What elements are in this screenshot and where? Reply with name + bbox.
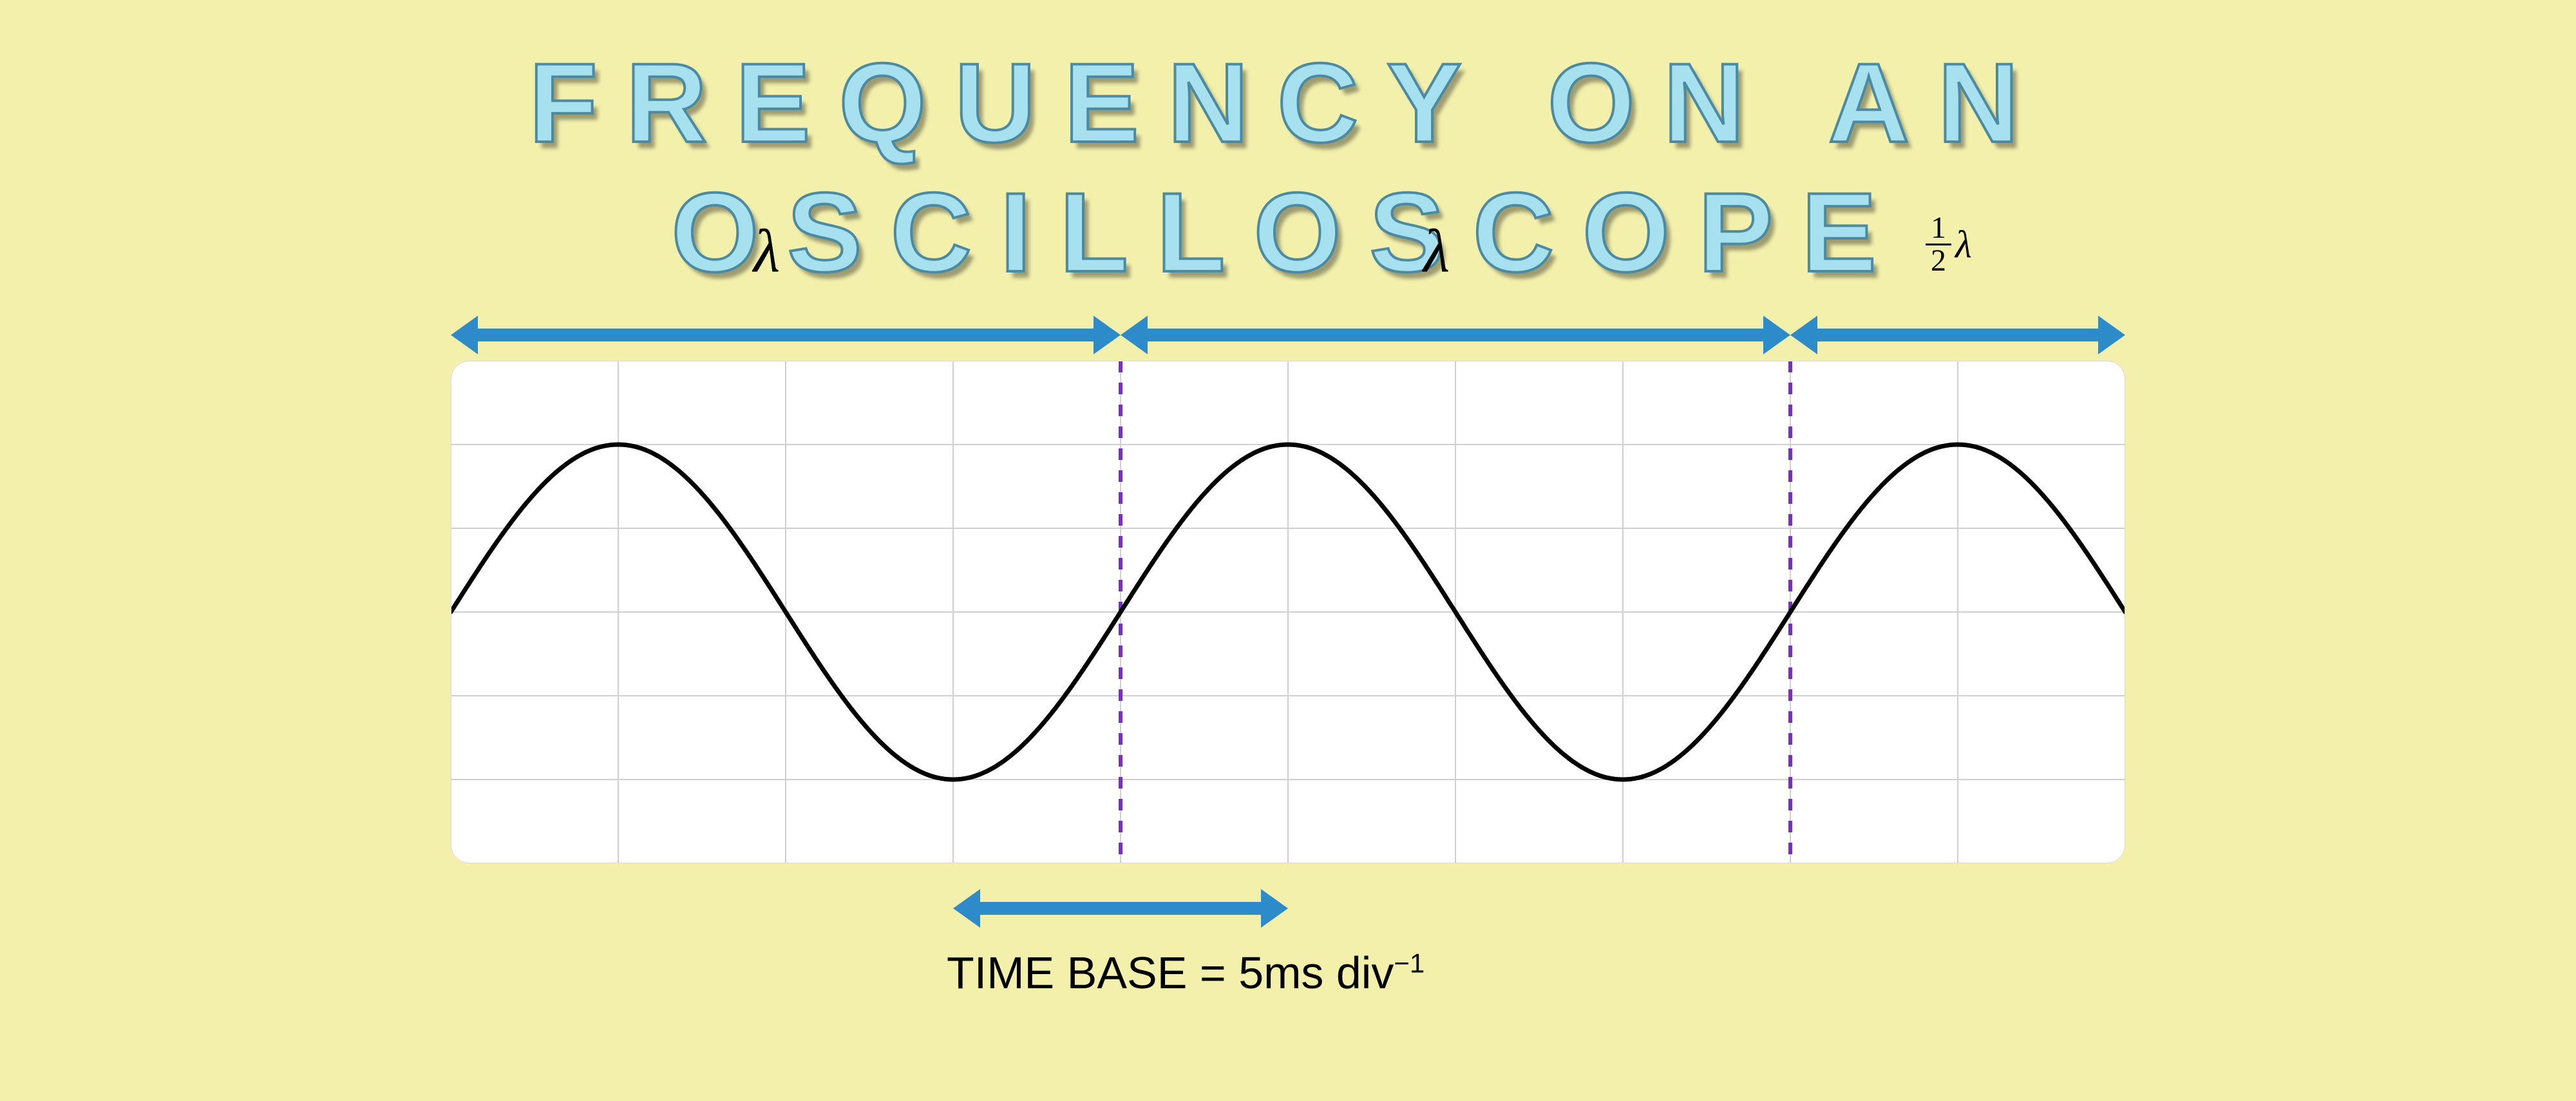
timebase-text: TIME BASE = 5ms div (947, 948, 1394, 998)
page-title: FREQUENCY ON AN OSCILLOSCOPE (0, 39, 2576, 298)
lambda-label-1: λ (753, 216, 780, 287)
oscilloscope-display (451, 361, 2125, 863)
lambda-label-2: λ (1423, 216, 1450, 287)
wavelength-arrows-top (0, 309, 2576, 361)
timebase-label: TIME BASE = 5ms div−1 (947, 947, 1425, 999)
timebase-arrow (0, 883, 2576, 934)
half-lambda-label: 12λ (1926, 213, 1972, 276)
timebase-exponent: −1 (1394, 948, 1425, 979)
